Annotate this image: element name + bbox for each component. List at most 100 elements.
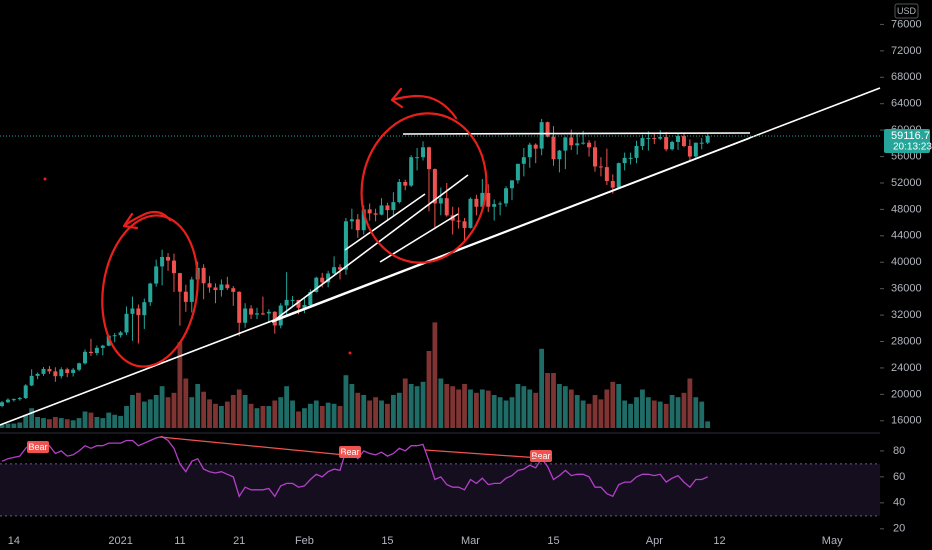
volume-bar — [373, 397, 378, 428]
candle-body — [581, 142, 586, 144]
candle-body — [243, 308, 248, 323]
volume-bar — [254, 408, 260, 428]
candle-body — [94, 347, 99, 354]
hand-circle — [360, 112, 488, 264]
volume-bar — [527, 389, 533, 428]
candle-body — [130, 308, 135, 314]
volume-bar — [699, 401, 705, 428]
rsi-band — [0, 463, 880, 516]
volume-bar — [331, 403, 337, 428]
volume-bar — [491, 395, 497, 428]
volume-bar — [474, 392, 479, 428]
volume-bar — [604, 389, 610, 428]
currency-box — [894, 3, 919, 19]
trend-line — [344, 193, 426, 251]
x-tick-label: 11 — [174, 535, 185, 547]
candle-body — [29, 375, 34, 386]
volume-bar — [444, 384, 450, 428]
volume-bar — [651, 400, 657, 428]
candle-body — [539, 122, 544, 149]
candle-body — [47, 368, 52, 372]
hand-arrow — [390, 87, 458, 120]
x-tick-label: 15 — [381, 535, 393, 547]
candle-body — [693, 142, 698, 157]
y-tick-label: 24000 — [891, 362, 922, 374]
rsi-tick-label: 40 — [893, 497, 905, 509]
candle-body — [622, 157, 627, 164]
candle-body — [118, 332, 123, 336]
volume-bar — [290, 400, 295, 428]
volume-bar — [396, 392, 402, 428]
candle-body — [106, 335, 111, 346]
volume-bar — [130, 395, 135, 428]
volume-bar — [592, 395, 598, 428]
candle-body — [0, 402, 4, 406]
volume-bar — [266, 406, 272, 428]
volume-bar — [337, 406, 343, 428]
x-tick-label: May — [822, 535, 843, 547]
candle-body — [59, 369, 64, 377]
candle-body — [426, 147, 431, 170]
candle-body — [587, 142, 592, 148]
volume-bar — [135, 392, 141, 428]
candle-body — [492, 204, 497, 207]
candle-body — [136, 308, 141, 316]
candle-body — [432, 169, 437, 204]
y-tick-label: 36000 — [891, 283, 922, 295]
volume-bar — [189, 397, 195, 428]
candle-body — [23, 385, 28, 399]
candle-body — [545, 122, 550, 137]
candle-body — [343, 221, 348, 270]
candle-body — [687, 145, 692, 157]
last-price-tag — [884, 128, 930, 153]
candle-body — [509, 180, 514, 189]
candle-body — [598, 166, 603, 168]
candle-body — [171, 260, 176, 274]
candle-body — [177, 273, 182, 292]
hand-arrow — [122, 210, 172, 230]
volume-bar — [533, 392, 539, 428]
candle-body — [367, 209, 372, 214]
candle-body — [438, 198, 443, 204]
volume-bar — [141, 401, 147, 428]
candle-body — [403, 181, 408, 186]
currency-label: USD — [897, 6, 917, 16]
y-tick-label: 52000 — [891, 177, 922, 189]
volume-bar — [177, 342, 183, 428]
volume-bar — [224, 401, 230, 428]
candle-body — [444, 198, 449, 216]
volume-bar — [385, 403, 390, 428]
signal-box — [27, 441, 49, 453]
volume-bar — [497, 397, 503, 428]
candle-body — [225, 284, 230, 289]
candle-body — [154, 266, 159, 284]
candle-body — [355, 219, 360, 231]
candle-body — [53, 371, 58, 377]
volume-bar — [100, 418, 106, 428]
candle-body — [652, 138, 657, 140]
countdown-label: 20:13:23 — [893, 142, 932, 153]
volume-bar — [379, 400, 384, 428]
dot — [43, 177, 47, 181]
volume-bar — [503, 400, 509, 428]
signal-box — [530, 450, 552, 462]
candle-body — [670, 142, 675, 150]
candle-body — [373, 213, 378, 215]
volume-bar — [94, 417, 100, 428]
candle-body — [527, 144, 532, 158]
candle-body — [314, 277, 319, 292]
volume-bar — [41, 418, 46, 428]
candle-body — [569, 137, 574, 146]
volume-bar — [260, 406, 266, 428]
volume-bar — [0, 424, 5, 428]
drawings — [0, 87, 881, 459]
last-price-label: 59116.7 — [891, 130, 930, 142]
candle-body — [551, 136, 556, 160]
rsi-pane: Bear Bear Bear — [0, 435, 880, 517]
x-tick-label: 2021 — [108, 535, 132, 547]
candle-body — [201, 267, 206, 284]
candle-body — [533, 144, 538, 149]
candle-body — [148, 283, 153, 303]
volume-bar — [5, 423, 11, 428]
